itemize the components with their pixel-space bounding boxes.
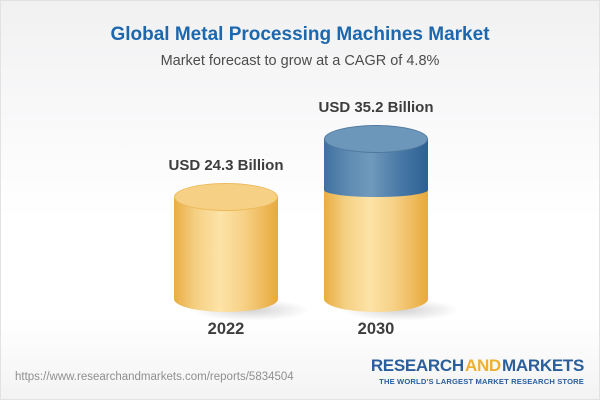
logo-word-and: AND [464,356,501,375]
bar-2030-top-cap [324,125,428,154]
value-label-2022: USD 24.3 Billion [168,157,284,175]
bar-2022-top-cap [174,183,278,212]
report-url: https://www.researchandmarkets.com/repor… [15,371,294,383]
bar-2030-base-segment [324,190,428,312]
chart-title: Global Metal Processing Machines Market [110,24,490,45]
x-axis-label-2030: 2030 [357,320,395,338]
x-axis-label-2022: 2022 [207,320,245,338]
logo-word-research: RESEARCH [370,356,464,375]
logo-wordmark: RESEARCH AND MARKETS [371,356,584,376]
research-and-markets-logo: RESEARCH AND MARKETS THE WORLD'S LARGEST… [371,356,584,386]
chart-subtitle: Market forecast to grow at a CAGR of 4.8… [160,53,440,69]
logo-tagline: THE WORLD'S LARGEST MARKET RESEARCH STOR… [379,376,584,386]
logo-word-markets: MARKETS [502,356,584,375]
value-label-2030: USD 35.2 Billion [318,99,434,117]
bar-2022-base-segment [174,197,278,312]
